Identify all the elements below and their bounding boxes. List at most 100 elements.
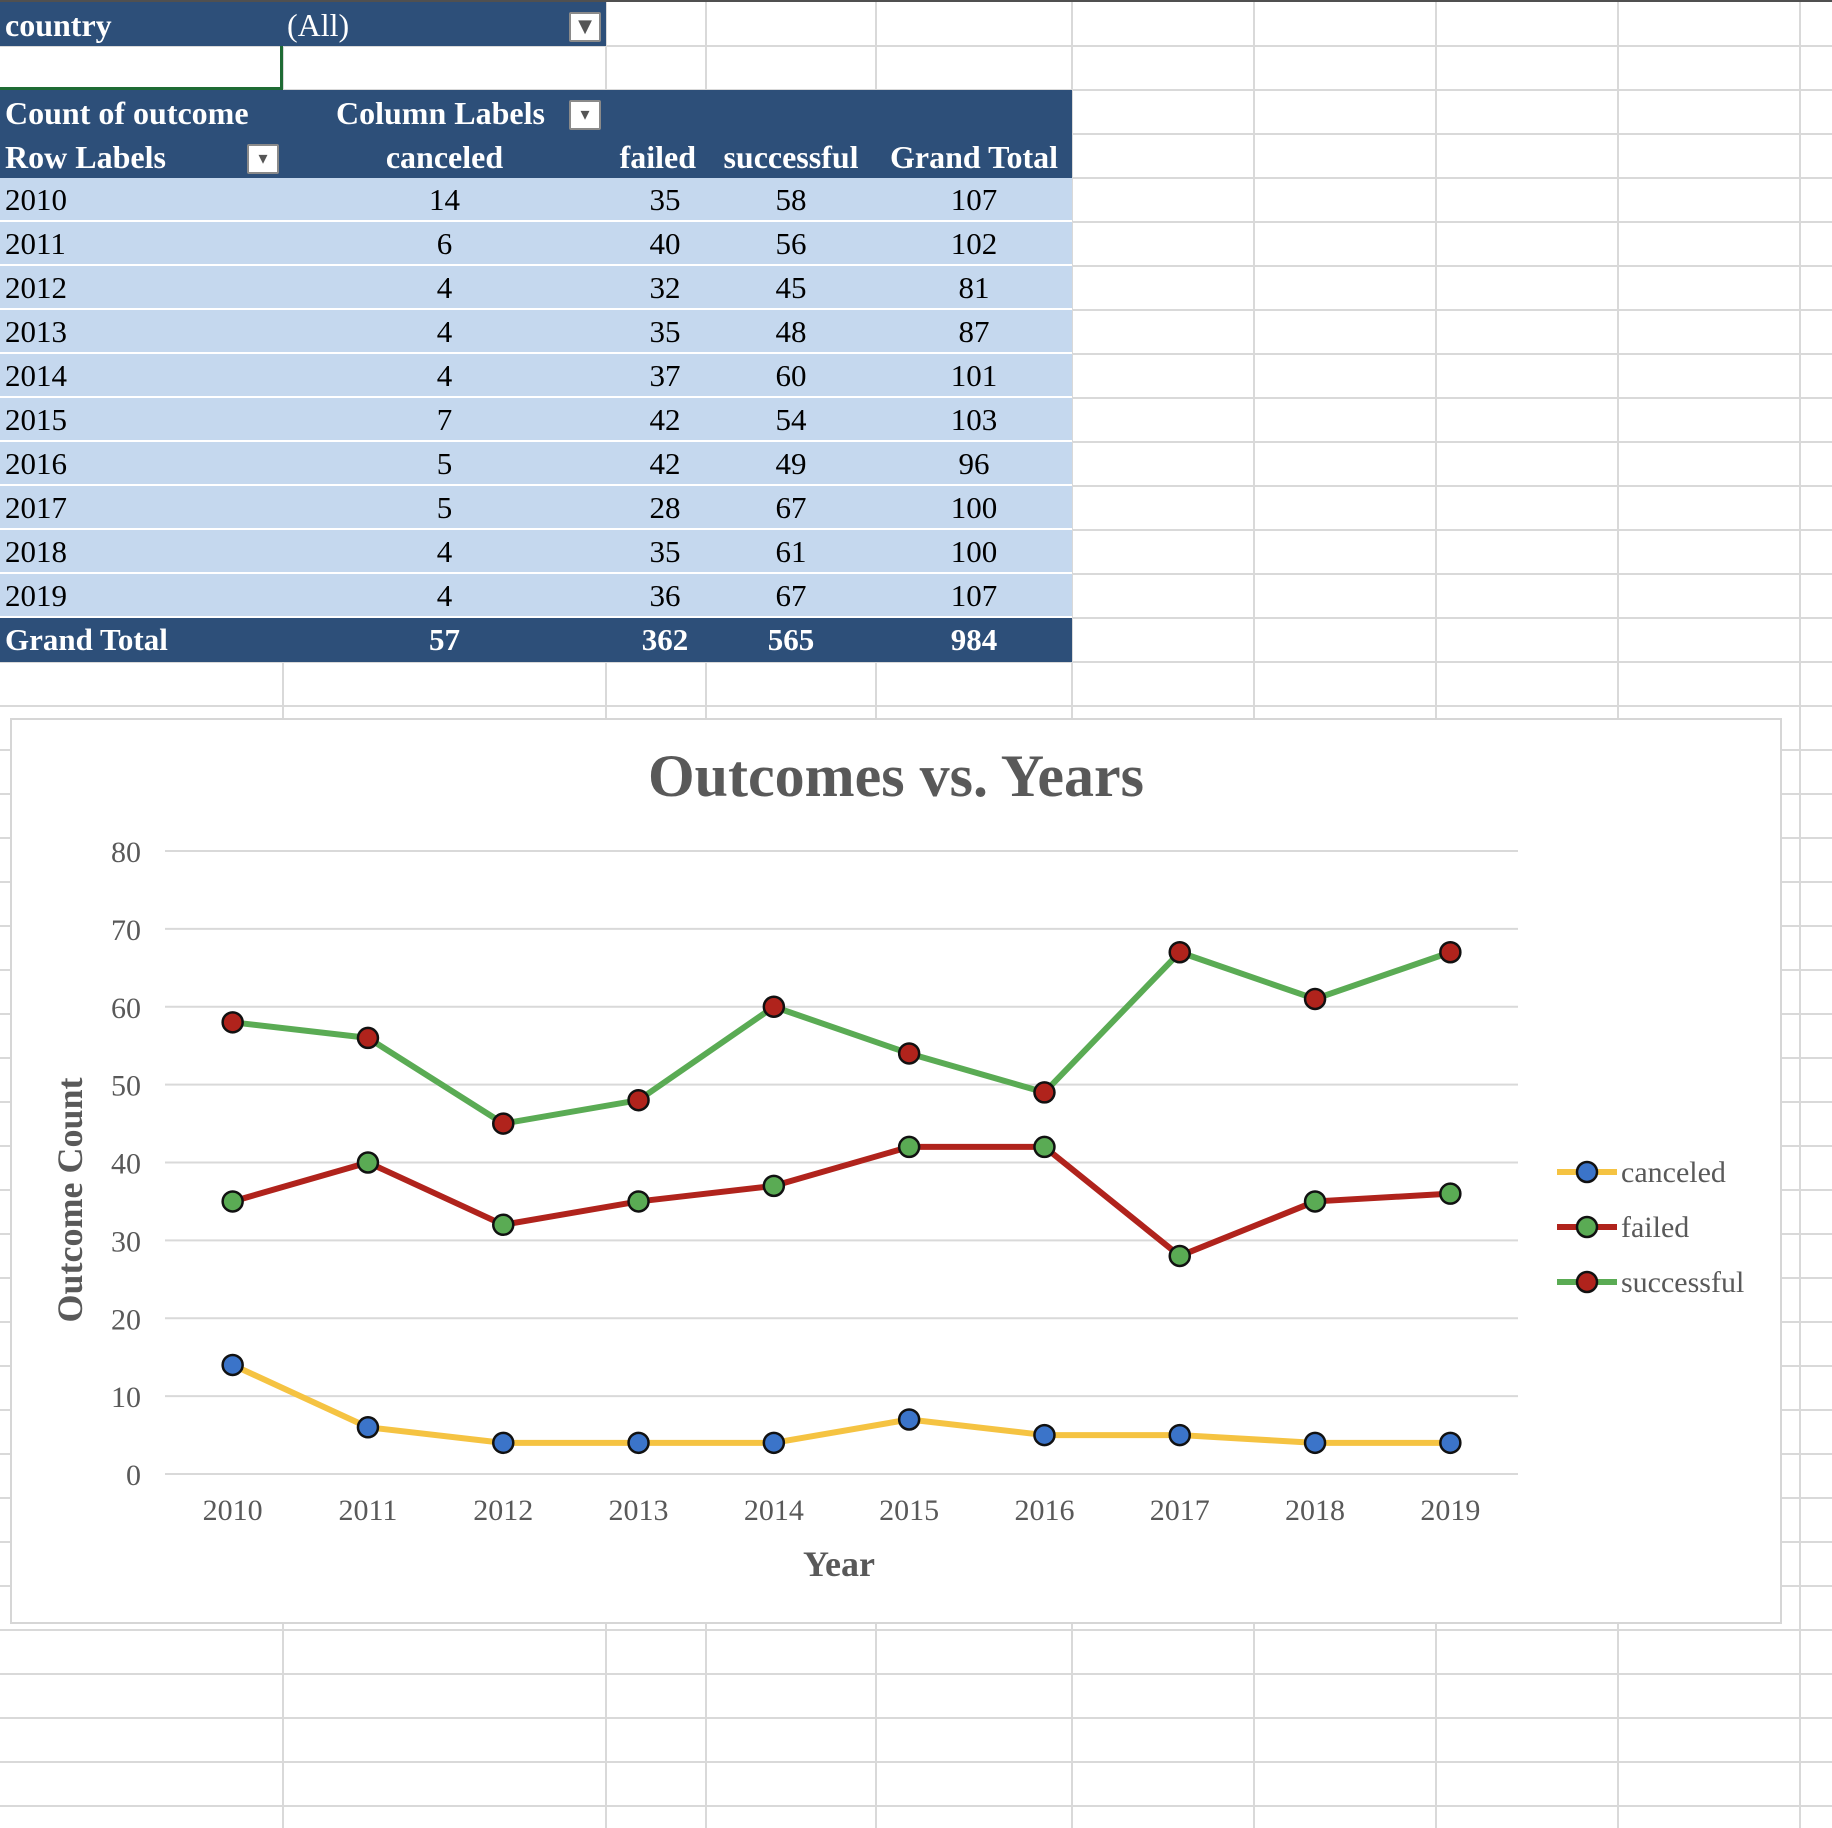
- x-axis-title: Year: [803, 1544, 875, 1584]
- cell-canceled: 4: [283, 354, 606, 398]
- data-point-canceled[interactable]: [221, 1353, 244, 1377]
- row-label: 2015: [0, 398, 283, 442]
- y-tick-label: 60: [111, 992, 141, 1025]
- legend-marker-canceled: [1575, 1160, 1599, 1184]
- cell-canceled: 6: [283, 222, 606, 266]
- cell-grand-total: 87: [876, 310, 1072, 354]
- data-point-canceled[interactable]: [1168, 1423, 1191, 1447]
- active-cell[interactable]: [0, 46, 283, 90]
- cell-canceled: 4: [283, 574, 606, 618]
- series-line-canceled: [231, 1362, 1451, 1446]
- pivot-column-labels: Column Labels: [283, 90, 1072, 134]
- row-label: 2010: [0, 178, 283, 222]
- row-label: 2017: [0, 486, 283, 530]
- cell-failed: 40: [606, 222, 706, 266]
- data-point-failed[interactable]: [356, 1151, 380, 1174]
- data-point-canceled[interactable]: [1439, 1431, 1462, 1455]
- data-point-canceled[interactable]: [897, 1408, 921, 1431]
- report-filter-field: country: [0, 2, 283, 46]
- y-tick-label: 30: [111, 1225, 141, 1258]
- row-label: 2019: [0, 574, 283, 618]
- data-point-successful[interactable]: [492, 1112, 515, 1135]
- y-tick-label: 0: [126, 1459, 141, 1492]
- data-point-failed[interactable]: [1439, 1182, 1462, 1205]
- grand-total-failed: 362: [606, 618, 706, 662]
- chart-title: Outcomes vs. Years: [648, 743, 1144, 809]
- cell-successful: 67: [706, 574, 876, 618]
- column-header-grand-total: Grand Total: [876, 134, 1072, 178]
- cell-grand-total: 100: [876, 486, 1072, 530]
- data-point-successful[interactable]: [1168, 940, 1191, 964]
- data-point-canceled[interactable]: [1033, 1423, 1056, 1447]
- legend[interactable]: canceled failed successful: [1557, 1156, 1744, 1299]
- row-label: 2016: [0, 442, 283, 486]
- x-tick-label: 2016: [1014, 1494, 1074, 1527]
- column-labels-text: Column Labels: [336, 95, 545, 131]
- cell-successful: 58: [706, 178, 876, 222]
- data-point-successful[interactable]: [897, 1042, 921, 1065]
- grand-total-successful: 565: [706, 618, 876, 662]
- cell-failed: 35: [606, 530, 706, 574]
- data-point-failed[interactable]: [627, 1190, 650, 1213]
- report-filter-value[interactable]: (All): [283, 2, 606, 46]
- chart-canvas: Outcomes vs. Years Year Outcome Count 0 1…: [50, 743, 1744, 1584]
- data-point-canceled[interactable]: [627, 1431, 650, 1455]
- cell-canceled: 4: [283, 266, 606, 310]
- data-point-successful[interactable]: [221, 1011, 244, 1034]
- column-labels-filter-button[interactable]: ▾: [569, 100, 601, 130]
- column-header-failed: failed: [606, 134, 706, 178]
- y-tick-label: 40: [111, 1148, 141, 1181]
- cell-grand-total: 102: [876, 222, 1072, 266]
- row-label: 2018: [0, 530, 283, 574]
- cell-successful: 54: [706, 398, 876, 442]
- legend-label-canceled[interactable]: canceled: [1621, 1156, 1726, 1189]
- series-line-failed: [231, 1143, 1451, 1259]
- data-point-successful[interactable]: [1033, 1081, 1056, 1104]
- cell-failed: 42: [606, 442, 706, 486]
- data-point-failed[interactable]: [1168, 1244, 1191, 1268]
- row-label: 2012: [0, 266, 283, 310]
- data-point-canceled[interactable]: [492, 1431, 515, 1455]
- x-tick-label: 2011: [339, 1494, 398, 1527]
- y-tick-label: 70: [111, 914, 141, 947]
- row-label: 2013: [0, 310, 283, 354]
- filter-icon: ▾: [580, 104, 590, 125]
- data-point-successful[interactable]: [762, 995, 786, 1018]
- grand-total-grand-total: 984: [876, 618, 1072, 662]
- data-point-successful[interactable]: [1303, 987, 1327, 1011]
- data-point-successful[interactable]: [1439, 940, 1462, 964]
- x-tick-label: 2014: [744, 1494, 804, 1527]
- legend-label-successful[interactable]: successful: [1621, 1266, 1744, 1299]
- cell-canceled: 14: [283, 178, 606, 222]
- cell-canceled: 4: [283, 310, 606, 354]
- cell-successful: 48: [706, 310, 876, 354]
- plot-area: 0 10 20 30 40 50 60 70 80 2010 2011 2012 2013 2014 201…: [111, 836, 1518, 1527]
- x-tick-label: 2019: [1420, 1494, 1480, 1527]
- x-tick-label: 2013: [609, 1494, 669, 1527]
- data-point-failed[interactable]: [1303, 1190, 1327, 1213]
- data-point-canceled[interactable]: [1303, 1431, 1327, 1455]
- cell-canceled: 7: [283, 398, 606, 442]
- cell-successful: 56: [706, 222, 876, 266]
- cell-failed: 37: [606, 354, 706, 398]
- pivot-value-field: Count of outcome: [0, 90, 283, 134]
- cell-grand-total: 100: [876, 530, 1072, 574]
- data-point-failed[interactable]: [221, 1190, 244, 1213]
- row-label: 2014: [0, 354, 283, 398]
- legend-label-failed[interactable]: failed: [1621, 1211, 1689, 1244]
- data-point-successful[interactable]: [356, 1026, 380, 1050]
- cell-successful: 67: [706, 486, 876, 530]
- report-filter-dropdown-button[interactable]: ▼: [569, 12, 601, 42]
- data-point-canceled[interactable]: [356, 1416, 380, 1439]
- y-tick-label: 50: [111, 1070, 141, 1103]
- data-point-failed[interactable]: [897, 1135, 921, 1159]
- data-point-successful[interactable]: [627, 1088, 650, 1112]
- data-point-failed[interactable]: [762, 1174, 786, 1198]
- cell-grand-total: 81: [876, 266, 1072, 310]
- data-point-failed[interactable]: [1033, 1135, 1056, 1159]
- data-point-failed[interactable]: [492, 1213, 515, 1237]
- row-labels-filter-button[interactable]: ▾: [247, 144, 279, 174]
- cell-canceled: 4: [283, 530, 606, 574]
- data-point-canceled[interactable]: [762, 1431, 786, 1455]
- line-chart[interactable]: Outcomes vs. Years Year Outcome Count 0 1…: [10, 718, 1782, 1624]
